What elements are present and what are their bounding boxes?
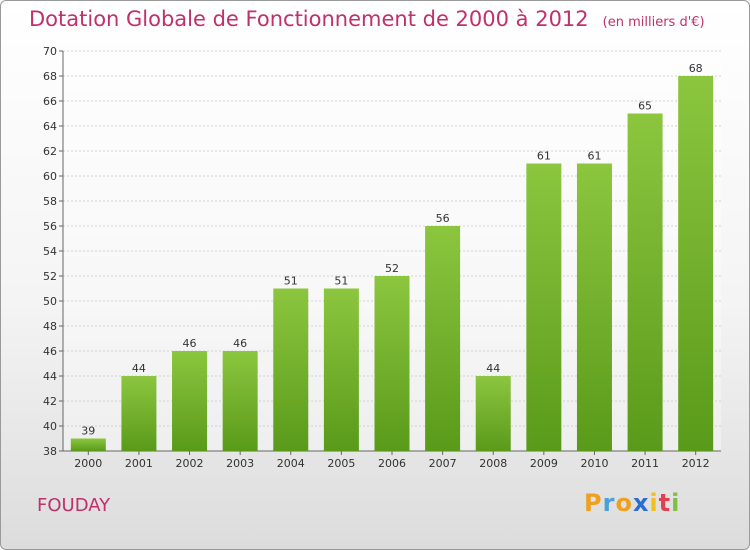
y-tick-label: 64 [43,120,57,133]
bar [475,376,511,451]
bar [576,163,612,451]
y-tick-label: 52 [43,270,57,283]
y-tick-label: 60 [43,170,57,183]
bar-value-label: 51 [284,275,298,288]
y-tick-label: 70 [43,45,57,58]
bar [678,76,714,451]
bar [70,438,106,451]
bar-value-label: 61 [587,150,601,163]
bar-value-label: 68 [689,62,703,75]
bar [323,288,359,451]
logo-letter: i [671,489,681,517]
bar-value-label: 61 [537,150,551,163]
x-tick-label: 2007 [429,457,457,470]
x-tick-label: 2004 [277,457,305,470]
bar-value-label: 51 [334,275,348,288]
commune-name: FOUDAY [37,495,111,516]
bar [273,288,309,451]
x-tick-label: 2011 [631,457,659,470]
bar [425,226,461,451]
x-tick-label: 2006 [378,457,406,470]
bar-value-label: 46 [183,337,197,350]
logo-letter: r [602,489,616,517]
logo-letter: t [658,489,672,517]
x-tick-label: 2001 [125,457,153,470]
bar [222,351,258,451]
logo-letter: P [584,489,603,517]
bar [627,113,663,451]
bar-value-label: 44 [132,362,146,375]
bar-value-label: 56 [436,212,450,225]
y-tick-label: 46 [43,345,57,358]
y-tick-label: 42 [43,395,57,408]
y-tick-label: 62 [43,145,57,158]
x-tick-label: 2008 [479,457,507,470]
bar-value-label: 65 [638,100,652,113]
bar [121,376,157,451]
y-tick-label: 48 [43,320,57,333]
y-tick-label: 40 [43,420,57,433]
bar-value-label: 46 [233,337,247,350]
x-tick-label: 2009 [530,457,558,470]
bar [526,163,562,451]
y-tick-label: 44 [43,370,57,383]
x-tick-label: 2003 [226,457,254,470]
bar-value-label: 39 [81,425,95,438]
y-tick-label: 50 [43,295,57,308]
y-tick-label: 68 [43,70,57,83]
x-tick-label: 2005 [327,457,355,470]
y-tick-label: 54 [43,245,57,258]
x-tick-label: 2000 [74,457,102,470]
y-tick-label: 56 [43,220,57,233]
bar [374,276,410,451]
x-tick-label: 2012 [682,457,710,470]
chart-title-text: Dotation Globale de Fonctionnement de 20… [29,7,589,31]
chart-subtitle: (en milliers d'€) [602,15,705,30]
y-tick-label: 66 [43,95,57,108]
y-tick-label: 58 [43,195,57,208]
chart-title: Dotation Globale de Fonctionnement de 20… [29,7,705,31]
x-tick-label: 2010 [580,457,608,470]
bar [172,351,208,451]
bar-value-label: 44 [486,362,500,375]
logo-letter: o [615,489,633,517]
x-tick-label: 2002 [176,457,204,470]
proxiti-logo: Proxiti [584,489,680,517]
logo-letter: i [649,489,659,517]
y-tick-label: 38 [43,445,57,458]
bar-value-label: 52 [385,262,399,275]
logo-letter: x [632,489,650,517]
